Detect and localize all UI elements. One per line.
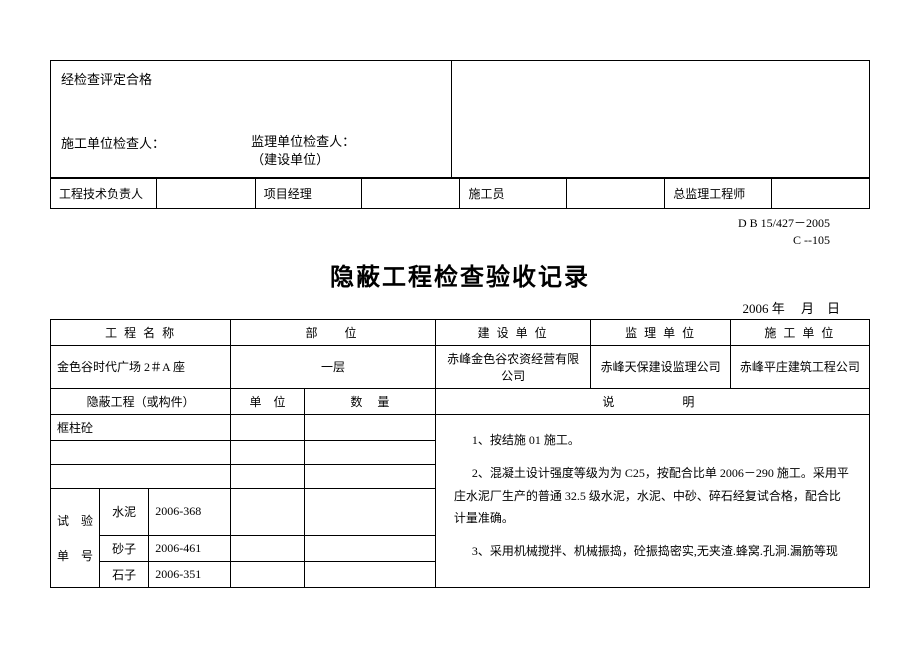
- test-empty-3b: [304, 561, 435, 587]
- hdr-project: 工 程 名 称: [51, 319, 231, 345]
- val-hidden: 框柱砼: [51, 414, 231, 440]
- pm-label: 项目经理: [255, 179, 361, 209]
- worker-label: 施工员: [460, 179, 566, 209]
- val-build-unit: 赤峰金色谷农资经营有限公司: [435, 345, 591, 388]
- val-unit: [231, 414, 305, 440]
- val-project: 金色谷时代广场 2＃A 座: [51, 345, 231, 388]
- approval-left-cell: 经检查评定合格 施工单位检查人： 监理单位检查人： （建设单位）: [51, 61, 452, 178]
- doc-code: D B 15/427－2005 C --105: [50, 215, 830, 249]
- supervise-inspector-sub: （建设单位）: [251, 151, 441, 169]
- approval-text: 经检查评定合格: [61, 69, 441, 88]
- pm-value: [362, 179, 460, 209]
- page-title: 隐蔽工程检查验收记录: [50, 257, 870, 292]
- hdr-position: 部 位: [231, 319, 436, 345]
- construct-inspector-label: 施工单位检查人：: [61, 133, 251, 169]
- val-qty: [304, 414, 435, 440]
- supervise-inspector-label: 监理单位检查人：: [251, 133, 441, 151]
- note-2: 2、混凝土设计强度等级为为 C25，按配合比单 2006－290 施工。采用平庄…: [454, 462, 851, 530]
- test-label-top: 试 验: [57, 512, 93, 529]
- test-empty-3a: [231, 561, 305, 587]
- supervise-inspector-block: 监理单位检查人： （建设单位）: [251, 133, 441, 169]
- test-no-1: 2006-368: [149, 488, 231, 535]
- notes-cell: 1、按结施 01 施工。 2、混凝土设计强度等级为为 C25，按配合比单 200…: [435, 414, 869, 587]
- val-position: 一层: [231, 345, 436, 388]
- empty-qty-1: [304, 440, 435, 464]
- hdr-unit: 单 位: [231, 388, 305, 414]
- hdr-qty: 数 量: [304, 388, 435, 414]
- test-empty-1b: [304, 488, 435, 535]
- test-label-bot: 单 号: [57, 547, 93, 564]
- worker-value: [566, 179, 664, 209]
- note-1: 1、按结施 01 施工。: [454, 429, 851, 452]
- note-3: 3、采用机械搅拌、机械振捣，砼振捣密实,无夹渣.蜂窝.孔洞.漏筋等现: [454, 540, 851, 563]
- test-empty-2b: [304, 535, 435, 561]
- empty-unit-2: [231, 464, 305, 488]
- chief-supervisor-label: 总监理工程师: [665, 179, 771, 209]
- tech-lead-value: [157, 179, 255, 209]
- empty-row-1: [51, 440, 231, 464]
- test-empty-1a: [231, 488, 305, 535]
- test-mat-1: 水泥: [100, 488, 149, 535]
- empty-row-2: [51, 464, 231, 488]
- empty-qty-2: [304, 464, 435, 488]
- hdr-supervise-unit: 监 理 单 位: [591, 319, 730, 345]
- date-line: 2006 年 月 日: [50, 298, 840, 317]
- chief-supervisor-value: [771, 179, 869, 209]
- hdr-construct-unit: 施 工 单 位: [730, 319, 869, 345]
- test-mat-3: 石子: [100, 561, 149, 587]
- test-empty-2a: [231, 535, 305, 561]
- test-label-cell: 试 验 单 号: [51, 488, 100, 587]
- hdr-hidden: 隐蔽工程（或构件）: [51, 388, 231, 414]
- test-mat-2: 砂子: [100, 535, 149, 561]
- test-no-2: 2006-461: [149, 535, 231, 561]
- val-construct-unit: 赤峰平庄建筑工程公司: [730, 345, 869, 388]
- main-table: 工 程 名 称 部 位 建 设 单 位 监 理 单 位 施 工 单 位 金色谷时…: [50, 319, 870, 588]
- approval-right-cell: [452, 61, 870, 178]
- test-no-3: 2006-351: [149, 561, 231, 587]
- doc-code-line2: C --105: [50, 232, 830, 249]
- signature-row: 工程技术负责人 项目经理 施工员 总监理工程师: [50, 178, 870, 209]
- hdr-explain: 说 明: [435, 388, 869, 414]
- approval-box: 经检查评定合格 施工单位检查人： 监理单位检查人： （建设单位）: [50, 60, 870, 178]
- hdr-build-unit: 建 设 单 位: [435, 319, 591, 345]
- val-supervise-unit: 赤峰天保建设监理公司: [591, 345, 730, 388]
- doc-code-line1: D B 15/427－2005: [50, 215, 830, 232]
- empty-unit-1: [231, 440, 305, 464]
- tech-lead-label: 工程技术负责人: [51, 179, 157, 209]
